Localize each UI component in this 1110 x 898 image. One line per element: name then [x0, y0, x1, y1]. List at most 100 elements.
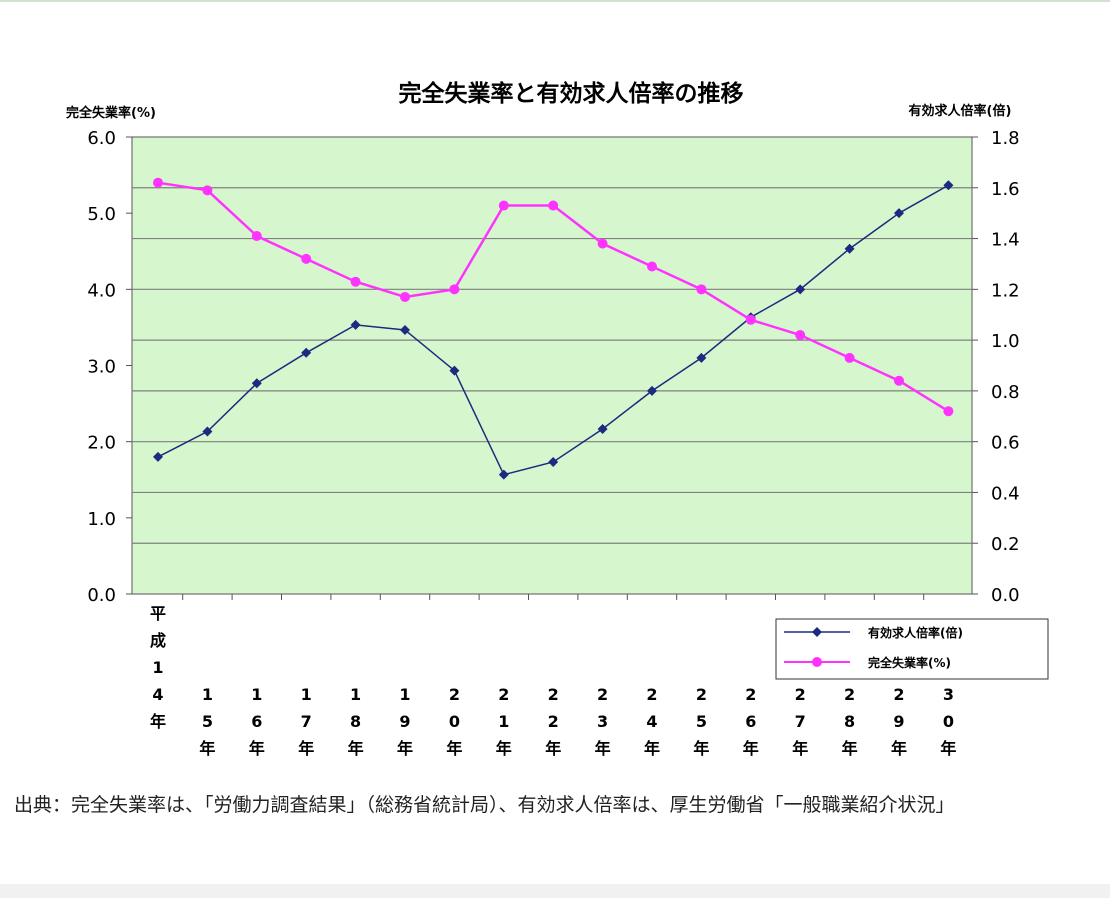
x-tick-label: 3	[943, 685, 954, 704]
x-tick-label: 1	[251, 685, 262, 704]
data-point-circle	[844, 352, 855, 363]
data-point-circle	[548, 200, 559, 211]
data-point-diamond	[795, 284, 806, 295]
x-tick-label: 年	[545, 739, 561, 758]
legend-label-jobs: 有効求人倍率(倍)	[868, 625, 963, 640]
x-tick-label: 0	[943, 712, 954, 731]
data-point-circle	[894, 375, 904, 386]
data-point-diamond	[696, 352, 707, 363]
x-tick-label: 年	[496, 739, 512, 758]
x-tick-label: 年	[693, 739, 709, 758]
x-tick-label: 1	[301, 685, 312, 704]
left-axis-title: 完全失業率(%)	[66, 105, 156, 121]
x-tick-label: 2	[449, 685, 460, 704]
x-tick-label: 年	[199, 739, 215, 758]
x-label-group: 2 3 年	[595, 685, 611, 758]
right-tick-label: 1.2	[991, 280, 1020, 301]
x-tick-label: 3	[597, 712, 608, 731]
x-tick-label: 9	[893, 712, 904, 731]
x-tick-label: 年	[150, 712, 166, 731]
legend-diamond-marker	[812, 627, 822, 637]
data-point-diamond	[548, 456, 559, 467]
x-tick-label: 6	[251, 712, 262, 731]
right-tick-label: 1.8	[991, 128, 1020, 149]
data-point-circle	[498, 200, 509, 211]
left-tick-label: 2.0	[87, 433, 116, 454]
data-point-diamond	[647, 385, 657, 396]
left-tick-label: 4.0	[87, 280, 116, 301]
x-tick-label: 年	[446, 739, 462, 758]
source-note: 出典：完全失業率は、「労働力調査結果」（総務省統計局）、有効求人倍率は、厚生労働…	[14, 794, 955, 816]
x-label-group: 1 6 年	[249, 685, 265, 758]
left-tick-label: 3.0	[87, 357, 116, 378]
left-tick-label: 1.0	[87, 509, 116, 530]
right-tick-label: 1.0	[991, 331, 1020, 352]
x-label-group: 1 9 年	[397, 685, 413, 758]
data-point-circle	[795, 330, 806, 341]
x-label-group: 1 8 年	[348, 685, 364, 758]
x-axis-labels: 平成 1 4 年 1 5 年 1 6 年 1 7 年 1 8 年 1 9 年 2 0 年 2 1 年 2 2 年 2 3 年 2 4 年 2 5 年 2 6…	[150, 604, 956, 758]
x-tick-label: 7	[795, 712, 806, 731]
plot-area	[131, 136, 973, 595]
data-point-circle	[449, 284, 460, 295]
gridlines	[132, 187, 972, 544]
axes	[126, 136, 978, 600]
x-tick-label: 年	[743, 739, 759, 758]
legend-box	[775, 618, 1049, 680]
x-label-group: 2 6 年	[743, 685, 759, 758]
x-tick-label: 4	[152, 685, 163, 704]
chart-title: 完全失業率と有効求人倍率の推移	[399, 80, 744, 107]
data-point-circle	[696, 284, 707, 295]
data-point-diamond	[597, 423, 608, 434]
x-tick-label: 5	[202, 712, 213, 731]
right-tick-label: 0.0	[991, 585, 1020, 606]
left-tick-label: 0.0	[87, 585, 116, 606]
x-tick-label: 2	[548, 712, 559, 731]
data-point-circle	[597, 238, 608, 249]
x-tick-label: 8	[844, 712, 855, 731]
x-label-group: 2 1 年	[496, 685, 512, 758]
data-point-circle	[745, 314, 756, 325]
x-tick-label: 1	[498, 712, 509, 731]
x-tick-label: 7	[301, 712, 312, 731]
x-tick-label: 2	[844, 685, 855, 704]
right-axis-ticks: 0.0 0.2 0.4 0.6 0.8 1.0 1.2 1.4 1.6 1.8	[991, 128, 1020, 606]
data-point-diamond	[202, 426, 213, 437]
right-tick-label: 0.6	[991, 433, 1020, 454]
data-point-diamond	[498, 469, 509, 480]
data-point-circle	[202, 185, 213, 196]
x-tick-label: 2	[893, 685, 904, 704]
data-point-diamond	[153, 451, 163, 462]
x-tick-label: 年	[940, 739, 956, 758]
left-axis-ticks: 0.0 1.0 2.0 3.0 4.0 5.0 6.0	[87, 128, 116, 606]
x-label-group: 2 5 年	[693, 685, 709, 758]
data-point-circle	[251, 231, 262, 242]
x-tick-label: 年	[644, 739, 660, 758]
x-label-group: 2 7 年	[792, 685, 808, 758]
data-point-circle	[400, 291, 410, 302]
x-label-group: 3 0 年	[940, 685, 956, 758]
legend-label-unemp: 完全失業率(%)	[868, 655, 951, 670]
x-tick-label: 2	[795, 685, 806, 704]
right-axis-title: 有効求人倍率(倍)	[909, 103, 1012, 119]
right-tick-label: 1.4	[991, 230, 1020, 251]
x-tick-label: 8	[350, 712, 361, 731]
x-tick-label: 9	[399, 712, 410, 731]
x-tick-label: 1	[152, 658, 163, 677]
x-tick-label: 2	[745, 685, 756, 704]
left-tick-label: 6.0	[87, 128, 116, 149]
x-label-group: 2 9 年	[891, 685, 907, 758]
right-tick-label: 1.6	[991, 179, 1020, 200]
x-tick-label: 2	[548, 685, 559, 704]
x-tick-label: 平	[150, 604, 166, 623]
x-label-group: 2 4 年	[644, 685, 660, 758]
right-tick-label: 0.4	[991, 483, 1020, 504]
data-point-diamond	[943, 180, 954, 191]
x-tick-label: 1	[399, 685, 410, 704]
data-point-diamond	[894, 208, 904, 219]
x-label-group: 2 8 年	[842, 685, 858, 758]
x-tick-label: 2	[498, 685, 509, 704]
x-label-group: 2 0 年	[446, 685, 462, 758]
top-border	[0, 0, 1110, 2]
x-tick-label: 年	[842, 739, 858, 758]
